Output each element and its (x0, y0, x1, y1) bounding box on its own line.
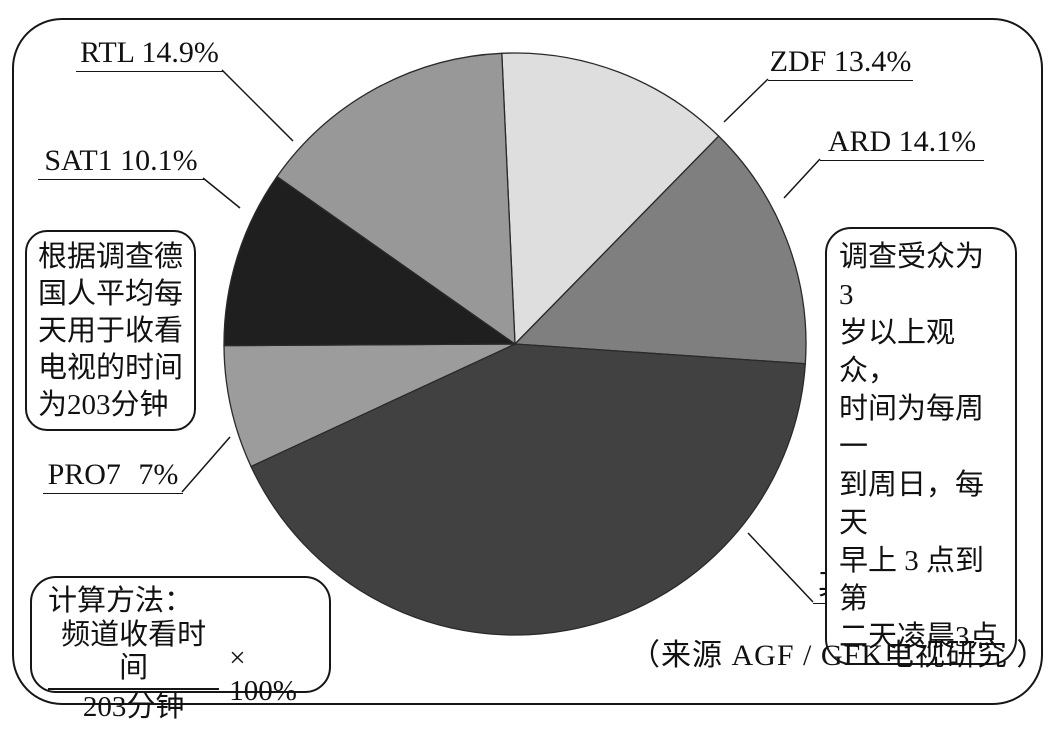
calc-fraction: 频道收看时间 203分钟 (48, 619, 220, 723)
slice-label-zdf: ZDF 13.4% (768, 45, 913, 81)
calc-fraction-numerator: 频道收看时间 (48, 619, 220, 690)
leader-line (747, 532, 814, 603)
slice-label-pro7: PRO7 7% (43, 458, 183, 494)
pie-slice-sat1 (223, 175, 518, 347)
calc-formula: 频道收看时间 203分钟 × 100% (48, 619, 317, 723)
leader-line (723, 78, 769, 123)
leader-line (202, 177, 241, 209)
slice-label-ard: ARD 14.1% (820, 125, 984, 161)
pie-slice-zdf (501, 52, 720, 346)
source-note: （来源 AGF / GFK电视研究 ） (630, 639, 1048, 672)
figure-border (12, 18, 1043, 705)
calc-multiplier: × 100% (229, 642, 297, 707)
calc-fraction-denominator: 203分钟 (82, 691, 185, 723)
pie-slice-pro7 (223, 343, 516, 468)
pie-slice-其他 (250, 343, 807, 636)
calc-method-title: 计算方法： (48, 585, 194, 617)
callout-leader-lines (181, 69, 821, 603)
note-box-calculation-method: 计算方法： 频道收看时间 203分钟 × 100% (30, 576, 331, 723)
pie-slices (223, 52, 807, 636)
pie-slice-rtl (276, 52, 516, 346)
leader-line (783, 158, 821, 199)
pie-slice-ard (513, 135, 807, 365)
leader-line (221, 69, 294, 142)
note-box-survey-scope: 调查受众为 3 岁以上观众， 时间为每周一 到周日，每天 早上 3 点到第 二天… (825, 227, 1017, 665)
leader-line (181, 436, 231, 493)
note-box-avg-viewing-time: 根据调查德 国人平均每 天用于收看 电视的时间 为203分钟 (25, 230, 196, 431)
slice-label-sat1: SAT1 10.1% (38, 144, 204, 180)
slice-label-rtl: RTL 14.9% (76, 36, 223, 72)
